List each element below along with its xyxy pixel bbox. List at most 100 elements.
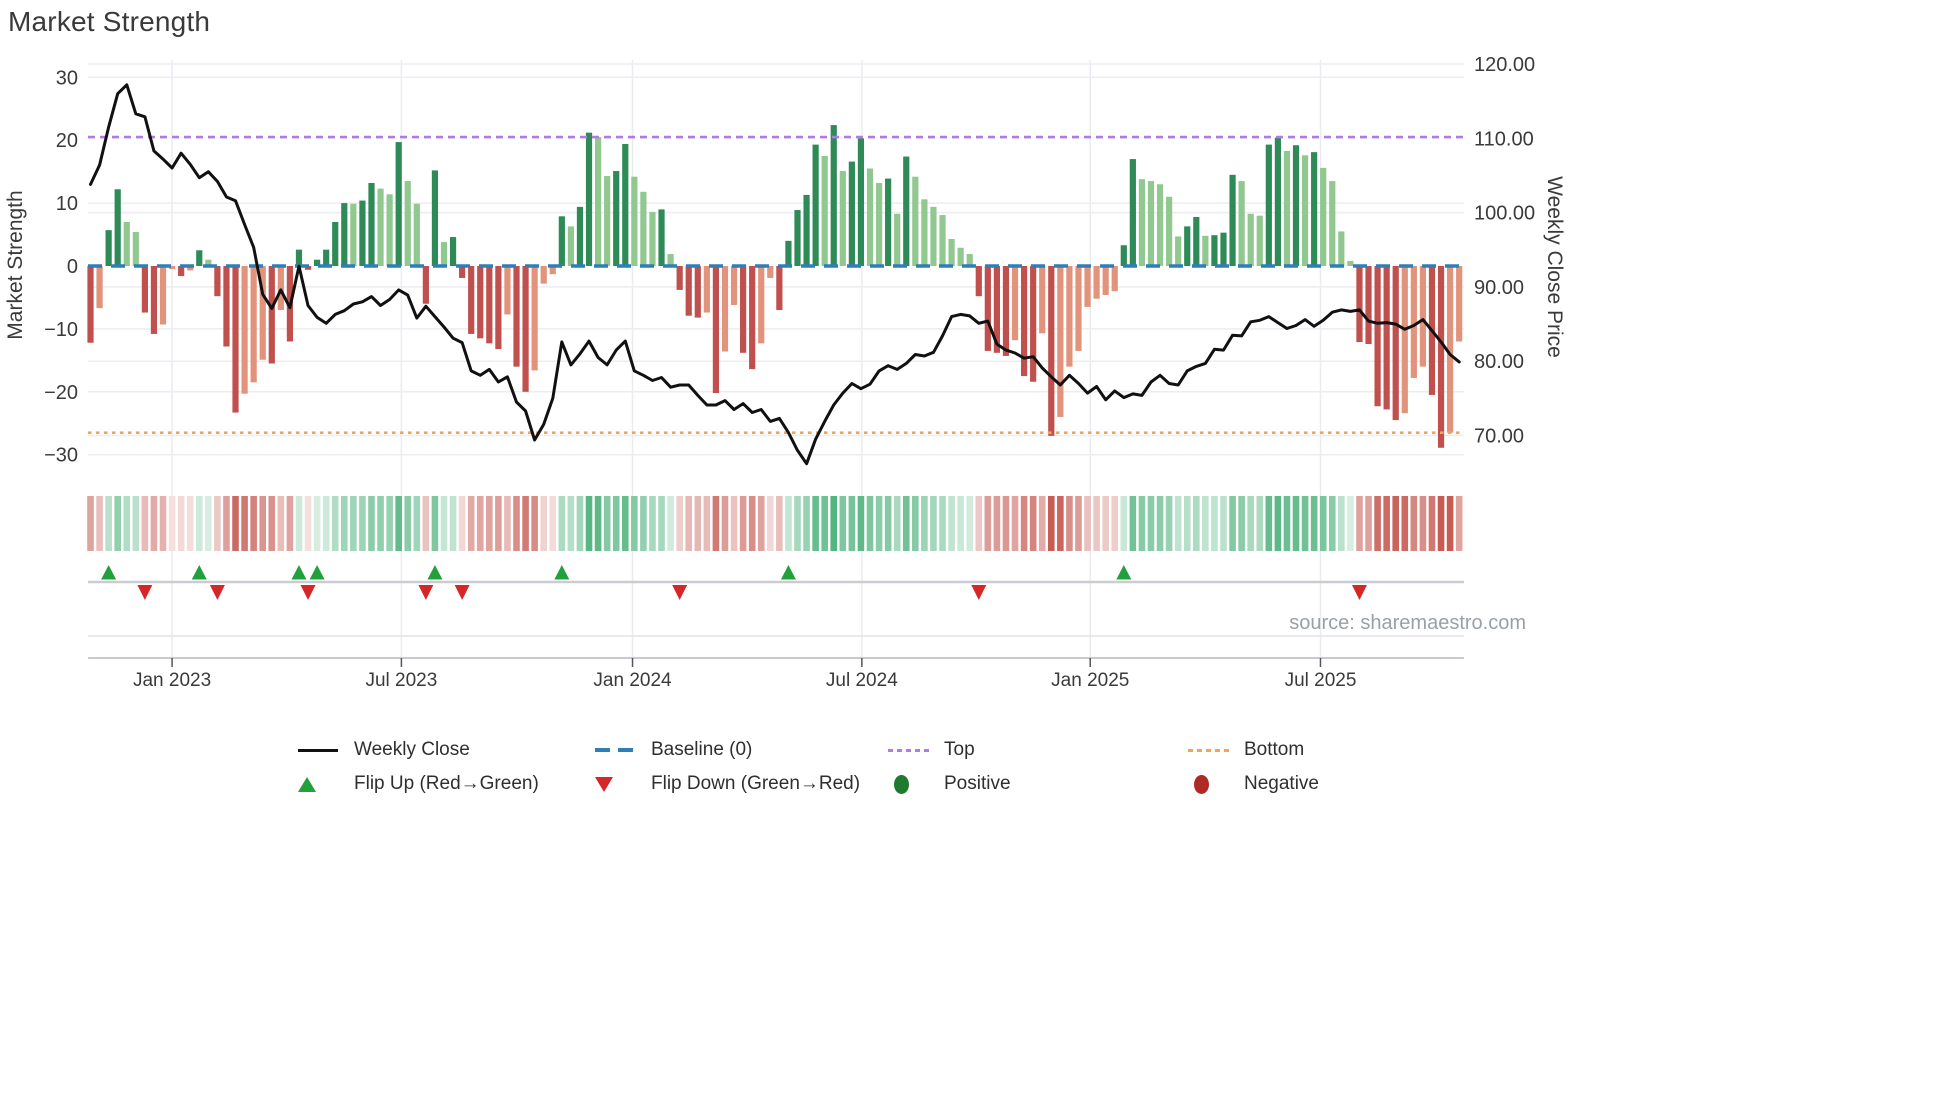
- strength-bar: [848, 161, 855, 266]
- strength-bar: [930, 206, 937, 266]
- left-y-tick-label: 20: [56, 130, 78, 152]
- strength-bar: [459, 266, 466, 278]
- strength-bar: [676, 266, 683, 290]
- right-y-tick-label: 110.00: [1474, 128, 1534, 150]
- strength-bar: [685, 266, 692, 316]
- flip-down-marker: [454, 585, 470, 600]
- legend-circle-swatch: [1188, 774, 1234, 794]
- strength-bar: [866, 168, 874, 266]
- strength-bar: [667, 254, 674, 266]
- strength-bar: [422, 266, 429, 304]
- strength-bar: [250, 266, 257, 383]
- legend-item: Negative: [1188, 770, 1319, 798]
- strength-bar: [1184, 226, 1191, 266]
- strength-bar: [1437, 266, 1445, 448]
- left-y-tick-label: 10: [56, 193, 78, 215]
- legend-label: Top: [944, 739, 975, 760]
- strength-bar: [1129, 159, 1136, 266]
- strength-bar: [495, 266, 502, 350]
- legend-item: Flip Down (Green→Red): [595, 770, 888, 798]
- strength-bar: [96, 266, 103, 309]
- strength-bar: [758, 266, 765, 344]
- strength-bar: [386, 194, 393, 266]
- strength-bar: [332, 221, 339, 266]
- strength-bar: [404, 181, 411, 266]
- x-tick-label: Jul 2024: [826, 670, 898, 691]
- strength-bar: [1111, 266, 1118, 292]
- right-y-tick-label: 90.00: [1474, 277, 1524, 299]
- flip-down-marker: [971, 585, 987, 600]
- strength-bar: [1057, 266, 1064, 417]
- flip-up-marker: [191, 565, 207, 580]
- strength-bar: [1292, 145, 1300, 266]
- strength-bar: [993, 266, 1000, 353]
- legend-dots-swatch: [888, 748, 934, 752]
- strength-bar: [1365, 266, 1372, 344]
- strength-bar: [259, 266, 266, 360]
- left-y-tick-label: 30: [56, 67, 78, 89]
- strength-bar: [1301, 155, 1309, 266]
- strength-bar: [576, 206, 584, 266]
- flip-down-marker: [137, 585, 153, 600]
- legend-dots-swatch: [1188, 748, 1234, 752]
- strength-bar: [1066, 266, 1073, 367]
- flip-down-marker: [209, 585, 225, 600]
- strength-bar: [1138, 179, 1146, 266]
- strength-bar: [830, 125, 837, 266]
- strength-bar: [894, 213, 901, 266]
- legend-label: Flip Down (Green→Red): [651, 773, 861, 794]
- strength-bar: [803, 194, 810, 266]
- strength-bar: [1347, 260, 1354, 266]
- strength-bar: [1274, 137, 1281, 266]
- strength-bar: [413, 203, 420, 266]
- reference-lines: [88, 135, 1464, 434]
- legend-label: Weekly Close: [354, 739, 470, 760]
- left-y-tick-label: −30: [44, 445, 78, 467]
- strength-bar: [1238, 181, 1245, 266]
- strength-bar: [1048, 266, 1055, 436]
- strength-bar: [885, 178, 892, 266]
- strength-bar: [794, 210, 801, 266]
- strength-bar: [1147, 181, 1155, 266]
- strength-bar: [1093, 266, 1100, 299]
- strength-bar: [903, 156, 910, 266]
- strength-bar: [1329, 181, 1336, 266]
- strength-bar: [277, 266, 284, 311]
- strength-bar: [1120, 245, 1127, 266]
- strength-bar: [1456, 266, 1463, 342]
- strength-bar: [640, 191, 647, 266]
- strength-bar: [295, 249, 303, 266]
- strength-bar: [178, 266, 185, 277]
- right-y-tick-label: 120.00: [1474, 54, 1535, 76]
- strength-bar: [1220, 232, 1227, 266]
- strength-bar: [613, 171, 620, 266]
- x-tick-label: Jan 2024: [593, 670, 672, 691]
- strength-bar: [114, 189, 121, 266]
- strength-bar: [721, 266, 729, 352]
- flip-down-marker: [418, 585, 434, 600]
- strength-bar: [522, 266, 529, 392]
- legend-label: Baseline (0): [651, 739, 753, 760]
- strength-bar: [468, 266, 475, 334]
- strength-bar: [1392, 266, 1399, 421]
- legend-label: Positive: [944, 773, 1011, 794]
- weekly-close-line: [89, 83, 1461, 466]
- legend-tri-up-swatch: [298, 776, 344, 792]
- strength-bar: [214, 266, 221, 297]
- strength-bar: [1447, 266, 1454, 433]
- strength-bar: [1193, 216, 1200, 266]
- x-tick-label: Jan 2023: [133, 670, 211, 691]
- strength-bar: [105, 230, 112, 266]
- strength-bar: [1256, 215, 1263, 266]
- left-y-tick-label: −20: [44, 382, 78, 404]
- strength-bar: [912, 176, 919, 266]
- strength-bar: [649, 211, 656, 266]
- strength-bar: [440, 242, 448, 266]
- strength-bar: [486, 266, 493, 344]
- strength-bar: [776, 266, 783, 311]
- page-title: Market Strength: [8, 6, 211, 37]
- strength-bar: [1084, 266, 1091, 307]
- strength-bar: [449, 237, 457, 266]
- strength-bars: [87, 125, 1463, 448]
- strength-bar: [785, 240, 792, 266]
